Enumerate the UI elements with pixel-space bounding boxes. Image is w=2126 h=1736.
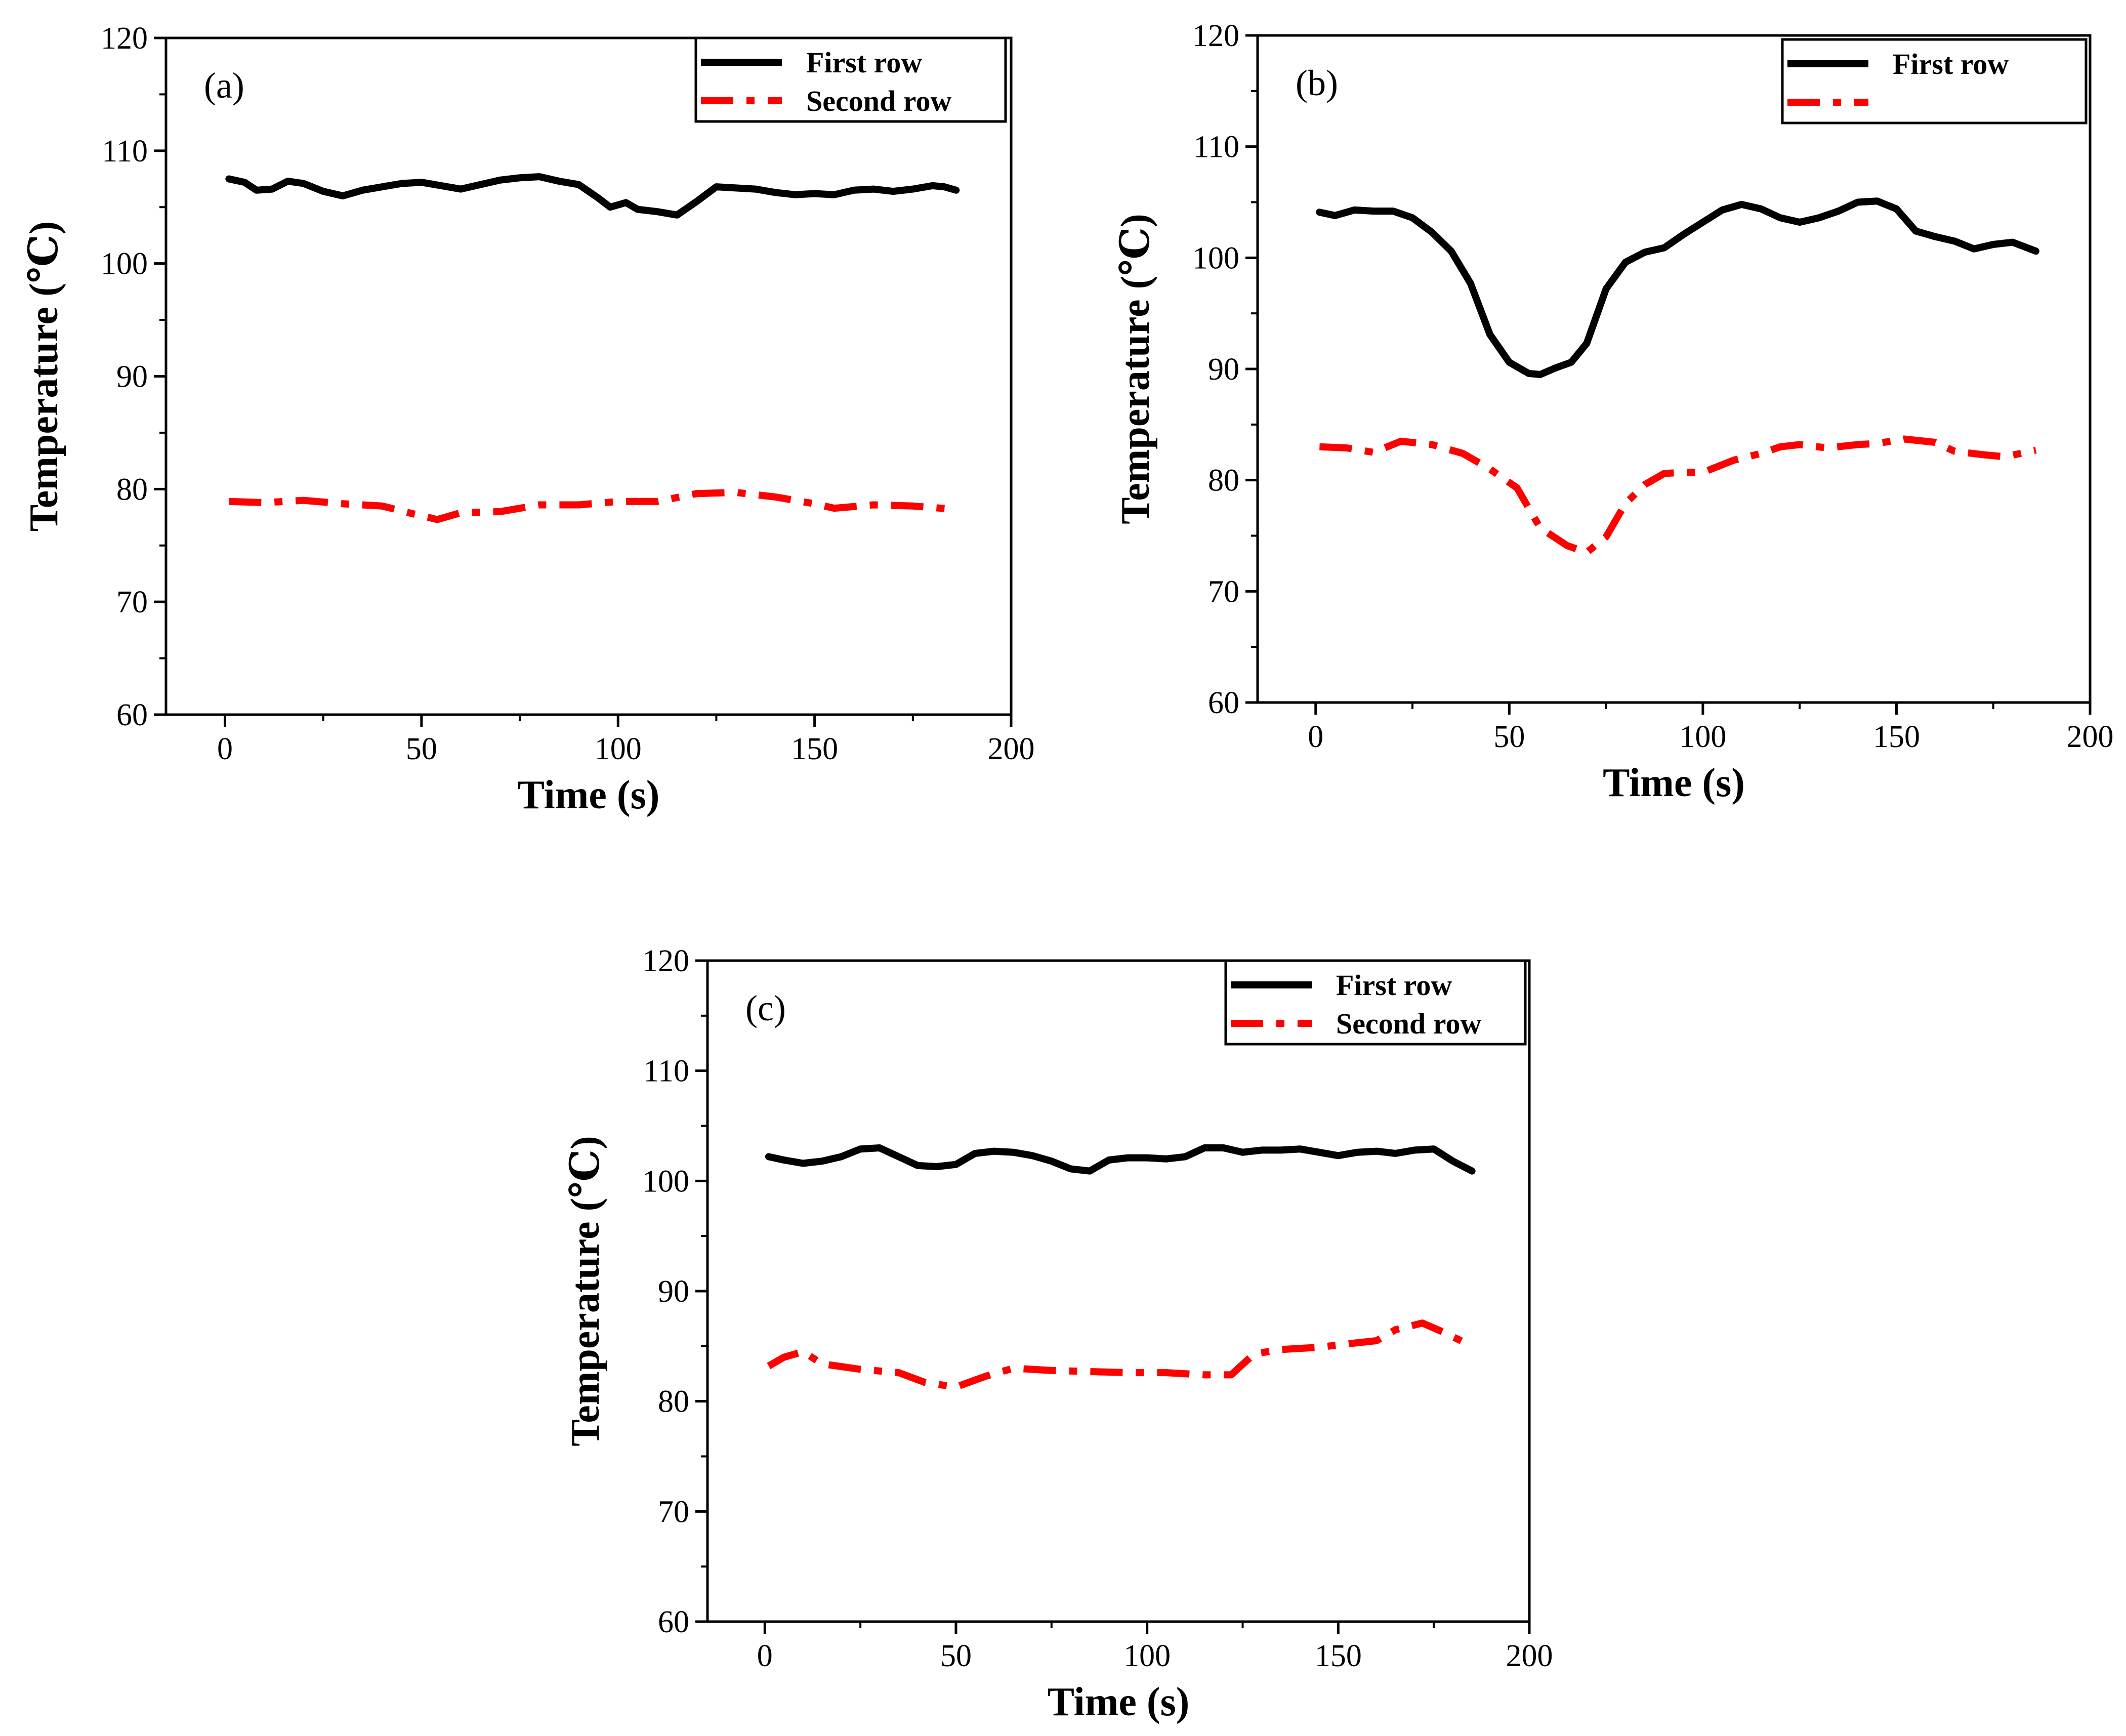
y-tick-label: 90 (1208, 352, 1239, 387)
x-tick-label: 100 (1123, 1639, 1171, 1673)
legend: First row (1781, 38, 2088, 125)
y-tick-label: 60 (1208, 686, 1239, 720)
legend-box (1224, 959, 1527, 1046)
y-tick-label: 70 (116, 585, 148, 619)
x-tick-label: 50 (1493, 720, 1525, 754)
x-tick-label: 100 (595, 732, 642, 766)
y-tick-label: 100 (101, 247, 148, 281)
legend-label-1: Second row (1336, 1007, 1481, 1040)
x-axis-title: Time (s) (1603, 761, 1745, 805)
y-tick-label: 110 (102, 134, 148, 169)
x-tick-label: 0 (757, 1639, 773, 1673)
series-line-0 (225, 173, 960, 219)
plot-frame (1256, 34, 2092, 704)
legend: First row Second row (694, 36, 1007, 123)
y-tick-label: 100 (1192, 241, 1239, 275)
y-tick-label: 80 (1208, 464, 1239, 498)
chart-panel-1: 60 70 80 90 100 110 120 0 50 100 150 200 Time (s) Tem… (1113, 19, 2114, 805)
y-axis-title: Temperature (℃) (22, 221, 66, 532)
x-tick-label: 50 (406, 732, 437, 766)
series-line-1 (767, 1319, 1474, 1391)
series-line-0 (1316, 197, 2039, 378)
series-line-0 (765, 1144, 1476, 1175)
x-tick-label: 0 (217, 732, 233, 766)
x-tick-label: 200 (1506, 1639, 1553, 1673)
y-tick-label: 70 (658, 1495, 689, 1529)
legend-label-0: First row (1336, 969, 1452, 1002)
y-axis-title: Temperature (℃) (1113, 214, 1158, 524)
x-tick-label: 200 (2067, 720, 2114, 754)
x-axis-title: Time (s) (1048, 1680, 1190, 1724)
y-tick-label: 60 (658, 1605, 689, 1639)
x-tick-label: 200 (988, 732, 1035, 766)
x-tick-label: 0 (1308, 720, 1323, 754)
y-tick-label: 60 (116, 698, 148, 732)
panel-label: (b) (1296, 63, 1338, 103)
y-tick-label: 110 (643, 1054, 689, 1089)
plot-frame (706, 959, 1531, 1623)
y-tick-label: 70 (1208, 574, 1239, 609)
y-tick-label: 110 (1193, 130, 1239, 164)
y-tick-label: 80 (658, 1385, 689, 1419)
legend-box (694, 36, 1007, 123)
x-tick-label: 150 (1315, 1639, 1362, 1673)
legend-label-1: Second row (806, 85, 951, 117)
y-tick-label: 120 (101, 21, 148, 56)
y-tick-label: 100 (642, 1164, 689, 1198)
y-tick-label: 120 (1192, 19, 1239, 53)
x-axis-title: Time (s) (518, 773, 660, 817)
legend-box (1781, 38, 2088, 125)
y-tick-label: 90 (658, 1274, 689, 1309)
x-tick-label: 150 (1873, 720, 1920, 754)
y-tick-label: 120 (642, 944, 689, 978)
y-tick-label: 90 (116, 360, 148, 394)
series-line-1 (1319, 435, 2037, 556)
x-tick-label: 50 (940, 1639, 972, 1673)
panel-label: (c) (745, 988, 786, 1028)
legend-label-0: First row (1893, 48, 2009, 80)
chart-panel-0: 60 70 80 90 100 110 120 0 50 100 150 200 Time (s) Tem… (22, 21, 1035, 817)
plot-frame (164, 36, 1013, 716)
chart-panel-2: 60 70 80 90 100 110 120 0 50 100 150 200 Time (s) Tem… (563, 944, 1553, 1724)
y-axis-title: Temperature (℃) (563, 1136, 608, 1446)
y-tick-label: 80 (116, 472, 148, 507)
series-line-1 (229, 489, 956, 523)
legend: First row Second row (1224, 959, 1527, 1046)
legend-label-0: First row (806, 46, 922, 79)
x-tick-label: 150 (791, 732, 838, 766)
panel-label: (a) (204, 65, 244, 106)
x-tick-label: 100 (1679, 720, 1726, 754)
